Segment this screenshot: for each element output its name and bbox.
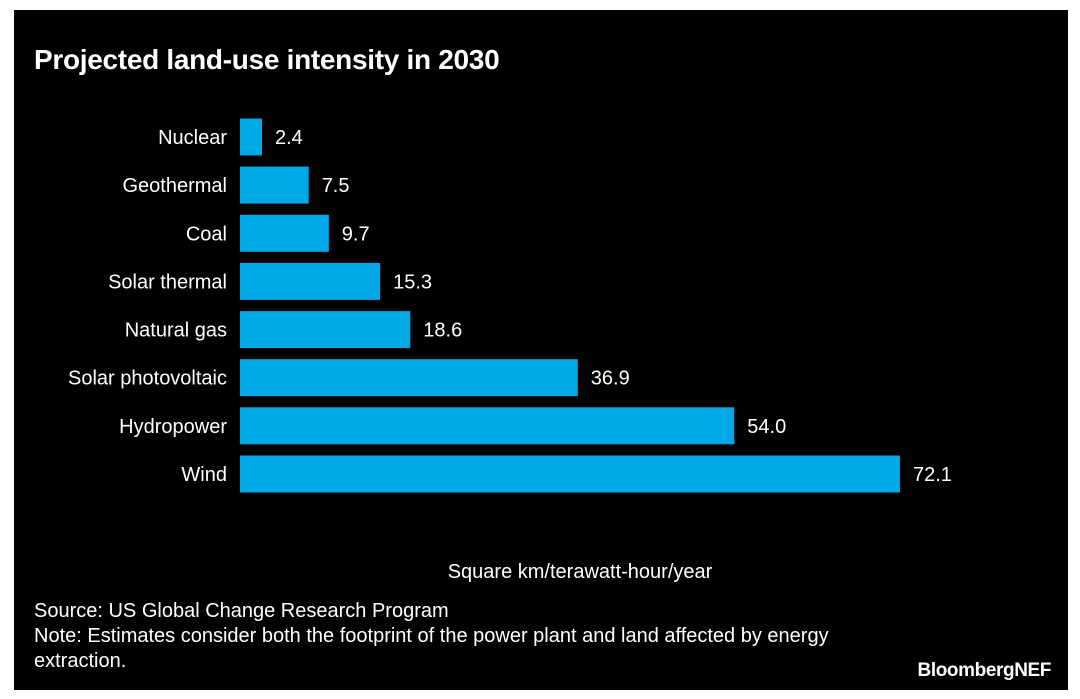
value-label: 9.7 (342, 223, 370, 245)
bar-chart: Nuclear 2.4 Geothermal 7.5 Coal 9.7 Solar ther… (68, 118, 952, 493)
category-label: Solar thermal (108, 271, 227, 293)
category-label: Solar photovoltaic (68, 368, 227, 390)
value-label: 15.3 (393, 271, 432, 293)
value-label: 72.1 (913, 464, 952, 486)
source-note: Source: US Global Change Research Progra… (34, 600, 449, 622)
footnote: Note: Estimates consider both the footpr… (34, 625, 829, 672)
category-label: Geothermal (123, 175, 228, 197)
value-label: 2.4 (275, 127, 303, 149)
value-label: 36.9 (591, 368, 630, 390)
x-axis-label: Square km/terawatt-hour/year (447, 561, 713, 583)
chart-panel: Projected land-use intensity in 2030 Nuc… (14, 10, 1068, 690)
value-label: 54.0 (747, 416, 786, 438)
bar-wind (240, 455, 900, 493)
bar-solar-thermal (240, 262, 381, 300)
category-label: Wind (181, 464, 227, 486)
bar-nuclear (240, 118, 262, 156)
bar-hydropower (240, 407, 735, 445)
bar-natural-gas (240, 311, 411, 349)
bar-solar-photovoltaic (240, 359, 578, 397)
bar-coal (240, 214, 329, 252)
value-label: 7.5 (322, 175, 350, 197)
bar-geothermal (240, 166, 309, 204)
category-label: Natural gas (125, 320, 227, 342)
category-label: Coal (186, 223, 227, 245)
category-label: Hydropower (119, 416, 227, 438)
value-label: 18.6 (423, 320, 462, 342)
category-label: Nuclear (158, 127, 227, 149)
brand-logo: BloombergNEF (917, 660, 1052, 681)
chart-title: Projected land-use intensity in 2030 (34, 44, 500, 75)
